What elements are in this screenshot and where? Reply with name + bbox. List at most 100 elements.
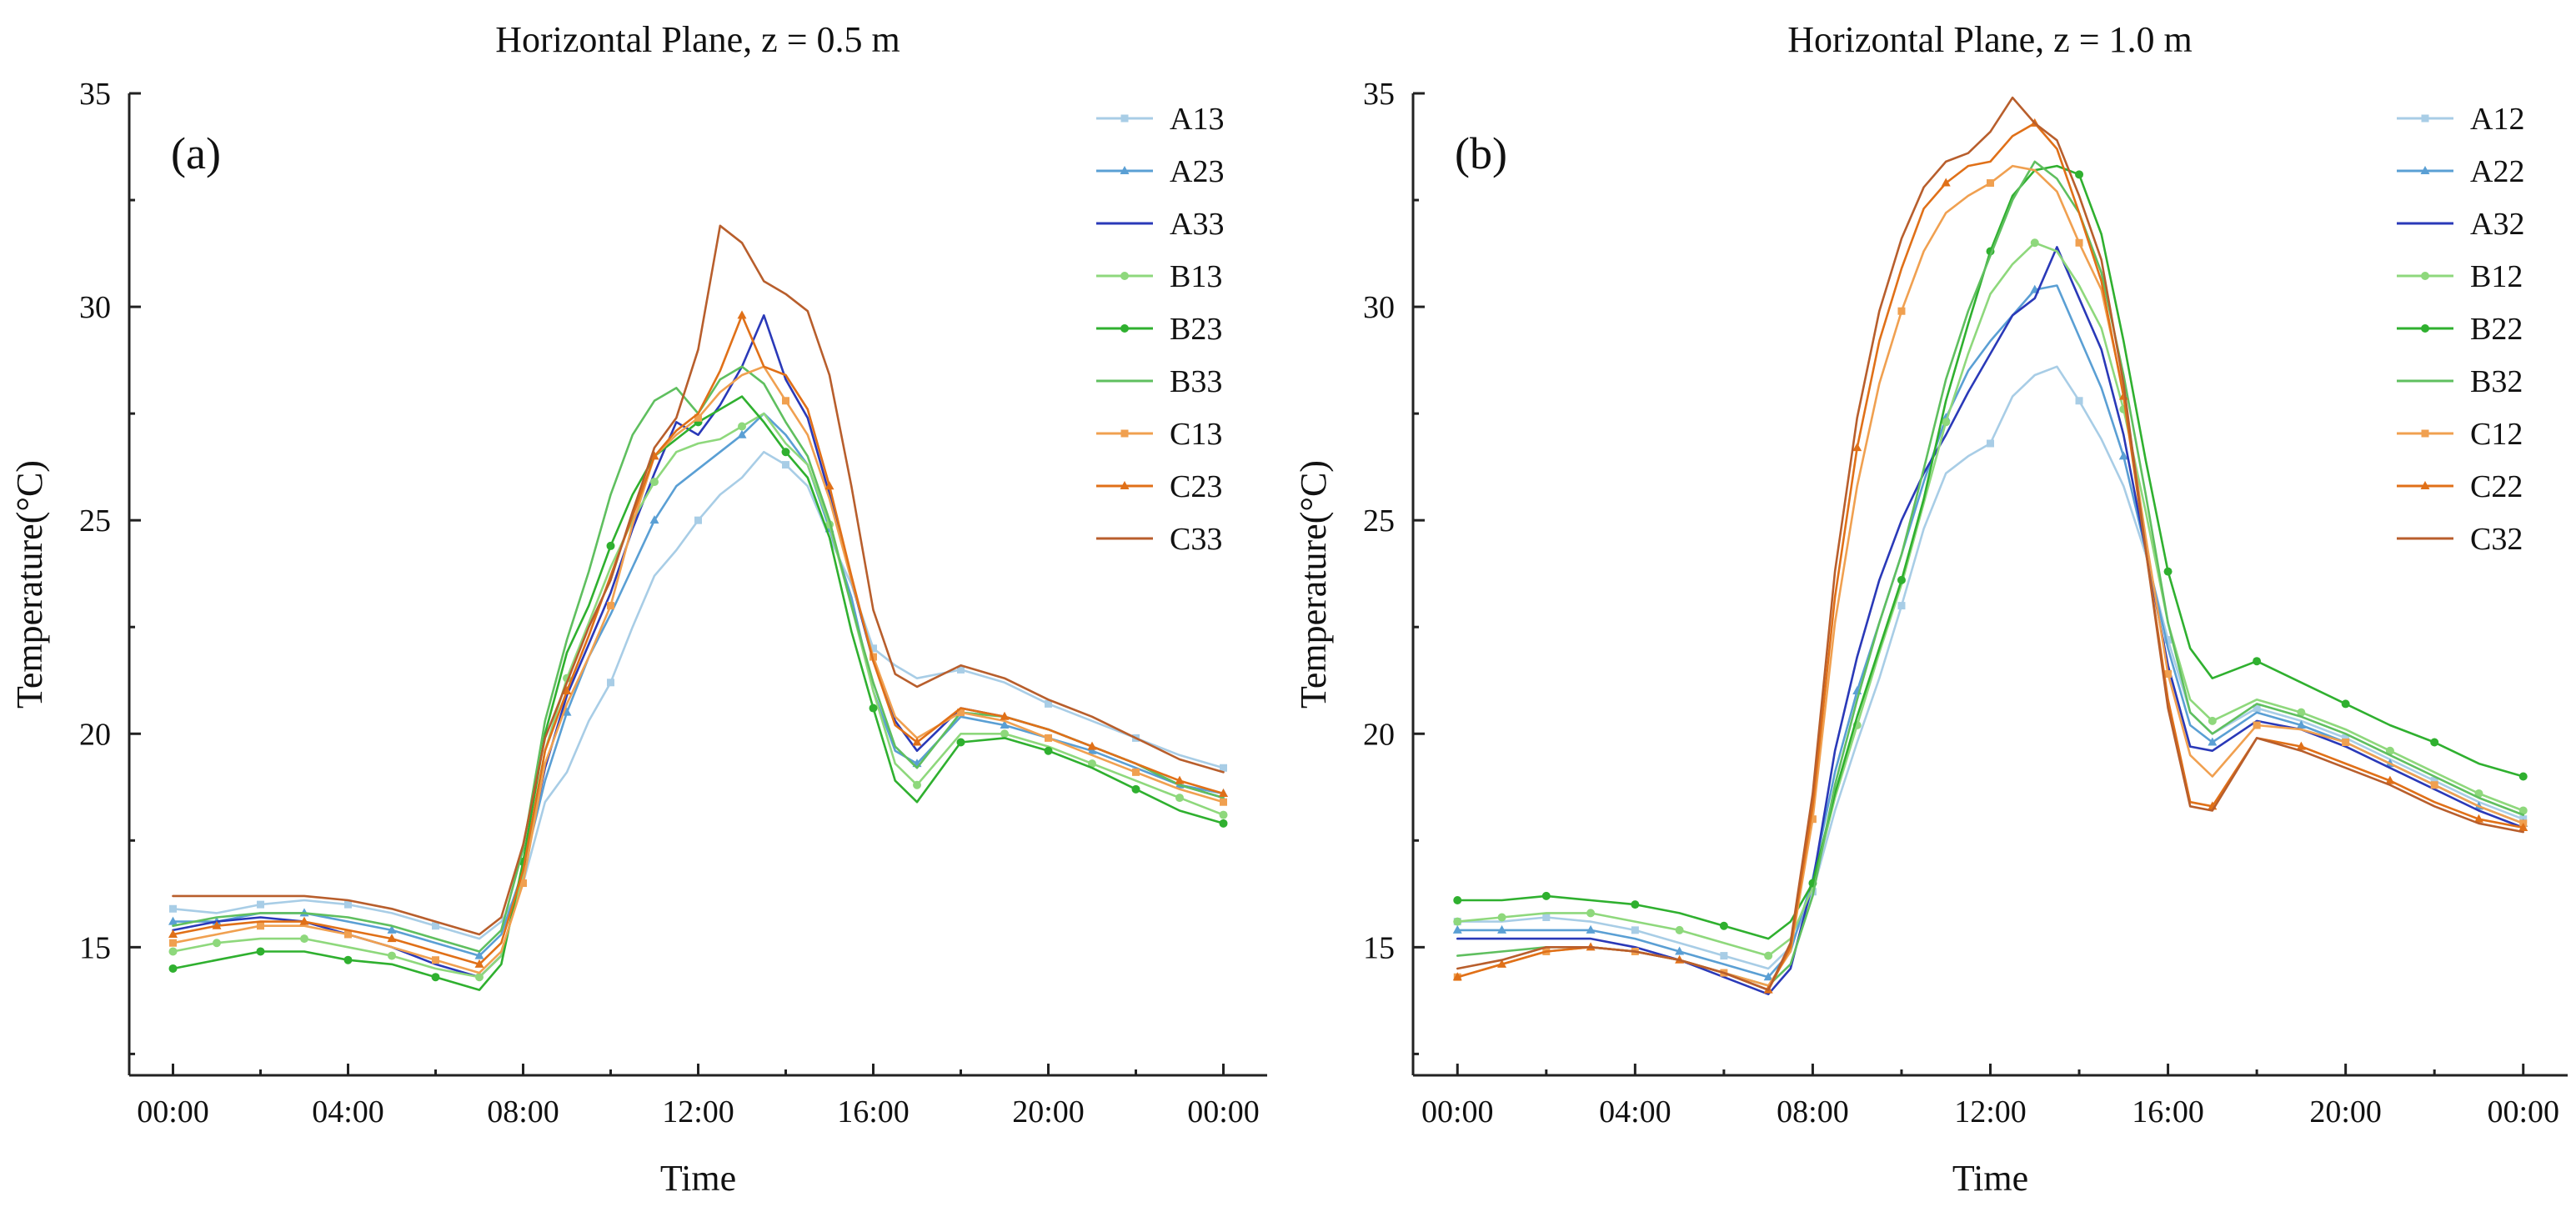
data-point: [1987, 439, 1994, 448]
data-point: [1131, 784, 1140, 794]
data-point: [737, 429, 747, 438]
legend-label: B32: [2470, 364, 2523, 399]
x-tick-label: 16:00: [2132, 1094, 2204, 1129]
data-point: [1497, 959, 1507, 968]
legend-label: B23: [1170, 312, 1222, 347]
data-point: [1044, 746, 1053, 755]
data-point: [1897, 575, 1906, 584]
legend-marker: [2421, 272, 2429, 280]
data-point: [2164, 636, 2173, 644]
chart-title: Horizontal Plane, z = 1.0 m: [1787, 19, 2192, 60]
series-line-a13: [172, 450, 1225, 940]
data-point: [2075, 170, 2084, 179]
series-line-b23: [172, 395, 1225, 991]
data-point: [1987, 179, 1994, 188]
data-point: [2296, 720, 2306, 729]
data-point: [300, 934, 308, 944]
data-point: [870, 644, 877, 653]
data-point: [2297, 708, 2306, 717]
x-tick-label: 08:00: [1777, 1094, 1849, 1129]
panel-label: (b): [1455, 128, 1507, 178]
series-line-c23: [172, 313, 1225, 966]
data-point: [257, 900, 264, 909]
data-point: [2518, 822, 2528, 831]
data-point: [2253, 704, 2261, 713]
data-point: [1719, 921, 1728, 930]
data-point: [1942, 418, 1951, 427]
series-line-a12: [1456, 365, 2524, 970]
data-point: [1452, 972, 1462, 981]
data-point: [782, 397, 789, 405]
legend-label: A23: [1170, 154, 1224, 189]
data-point: [957, 665, 965, 674]
series-line-c12: [1456, 164, 2524, 987]
data-point: [2430, 781, 2438, 789]
legend-label: B13: [1170, 259, 1222, 294]
y-tick-label: 35: [79, 77, 111, 112]
legend-marker: [1120, 114, 1129, 123]
data-point: [1763, 972, 1773, 981]
data-point: [1175, 794, 1184, 803]
data-point: [2253, 721, 2261, 729]
legend-marker: [1120, 324, 1129, 333]
legend-marker: [1120, 166, 1130, 174]
data-point: [1220, 798, 1227, 806]
panel-a: Horizontal Plane, z = 0.5 m 15 20 25 30 35 00:…: [9, 19, 1267, 1199]
legend-label: A22: [2470, 154, 2524, 189]
data-point: [1000, 729, 1009, 739]
data-point: [213, 939, 221, 948]
data-point: [1219, 788, 1228, 797]
data-point: [607, 679, 614, 687]
series-line-c33: [172, 224, 1225, 936]
legend-label: A33: [1170, 207, 1224, 242]
data-point: [1586, 909, 1596, 918]
data-point: [1808, 815, 1817, 824]
data-point: [431, 973, 440, 982]
legend-label: A13: [1170, 102, 1224, 137]
data-point: [1175, 775, 1185, 784]
data-point: [432, 922, 439, 930]
legend-marker: [2420, 481, 2430, 489]
data-point: [1631, 926, 1639, 934]
data-point: [1453, 896, 1462, 905]
data-point: [432, 956, 439, 964]
data-point: [1497, 913, 1506, 922]
data-point: [562, 707, 572, 716]
series-line-a23: [172, 412, 1225, 957]
data-point: [474, 959, 484, 968]
legend-marker: [1120, 429, 1129, 438]
data-point: [694, 413, 702, 422]
data-point: [2253, 657, 2262, 666]
data-point: [1941, 178, 1951, 187]
data-point: [2473, 814, 2483, 823]
data-point: [869, 704, 878, 713]
data-point: [1675, 925, 1684, 934]
data-point: [2341, 699, 2350, 709]
y-tick-label: 20: [1363, 717, 1395, 752]
legend-label: C22: [2470, 469, 2523, 504]
data-point: [387, 934, 397, 943]
data-point: [957, 709, 965, 717]
data-point: [168, 964, 178, 973]
data-point: [257, 922, 264, 930]
data-point: [475, 973, 484, 982]
legend-label: C12: [2470, 417, 2523, 452]
data-point: [1541, 891, 1551, 900]
x-tick-label: 00:00: [1187, 1094, 1260, 1129]
data-point: [474, 950, 484, 959]
data-point: [781, 448, 790, 457]
data-point: [607, 602, 614, 610]
data-point: [2030, 238, 2039, 248]
data-point: [2430, 777, 2438, 785]
x-tick-label: 04:00: [312, 1094, 384, 1129]
data-point: [1453, 917, 1462, 926]
legend-marker: [2421, 429, 2429, 438]
legend-label: C13: [1170, 417, 1222, 452]
x-tick-label: 00:00: [2487, 1094, 2559, 1129]
y-tick-label: 25: [79, 503, 111, 538]
data-point: [782, 461, 789, 469]
panel-label: (a): [171, 128, 221, 178]
data-point: [2385, 775, 2395, 784]
legend-label: A32: [2470, 207, 2524, 242]
